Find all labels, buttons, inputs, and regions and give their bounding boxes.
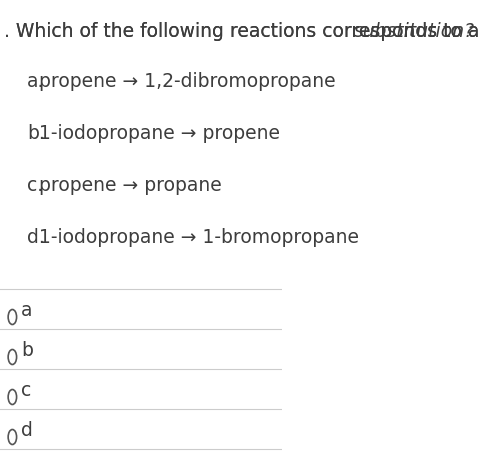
Text: c: c xyxy=(22,381,32,399)
Text: a.: a. xyxy=(27,72,44,91)
Text: propene → propane: propene → propane xyxy=(39,176,221,195)
Text: . Which of the following reactions corresponds to a: . Which of the following reactions corre… xyxy=(5,22,485,41)
Text: d.: d. xyxy=(27,228,45,247)
Text: a: a xyxy=(22,301,33,320)
Text: substitution?: substitution? xyxy=(353,22,474,41)
Text: b: b xyxy=(22,341,33,360)
Text: c.: c. xyxy=(27,176,43,195)
Text: d: d xyxy=(22,420,33,440)
Text: b.: b. xyxy=(27,124,45,143)
Text: . Which of the following reactions corresponds to a: . Which of the following reactions corre… xyxy=(5,22,485,41)
Text: propene → 1,2-dibromopropane: propene → 1,2-dibromopropane xyxy=(39,72,335,91)
Text: 1-iodopropane → 1-bromopropane: 1-iodopropane → 1-bromopropane xyxy=(39,228,359,247)
Text: 1-iodopropane → propene: 1-iodopropane → propene xyxy=(39,124,280,143)
